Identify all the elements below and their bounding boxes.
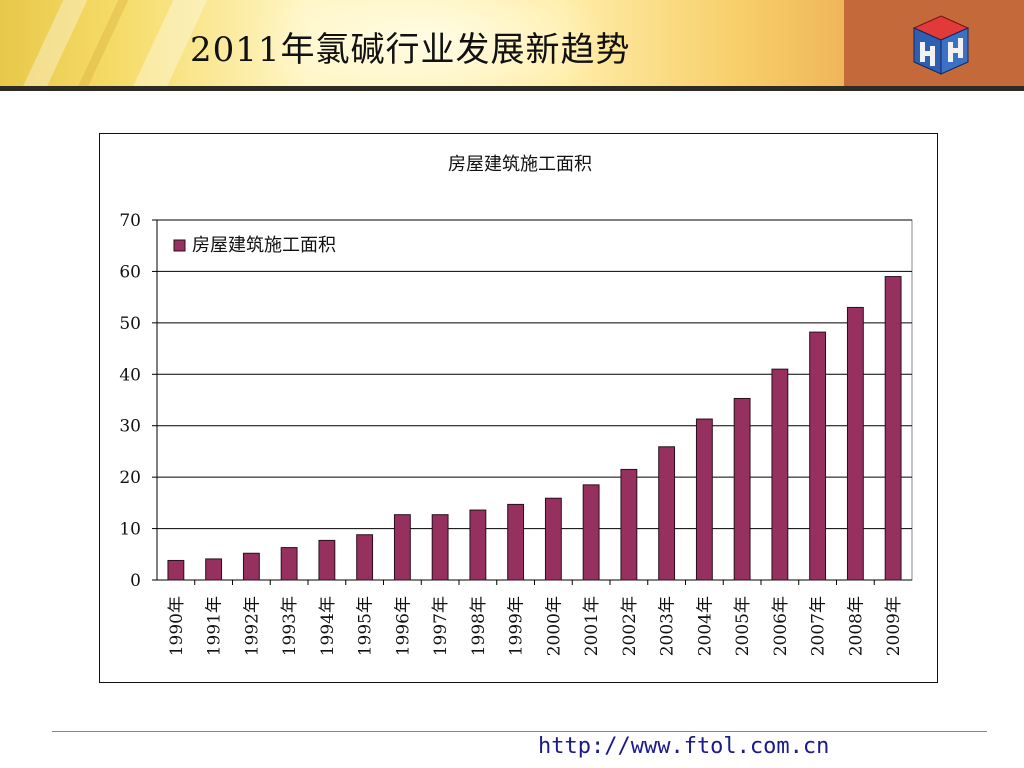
bar xyxy=(658,446,676,581)
x-tick-label: 1997年 xyxy=(431,596,451,656)
bar xyxy=(809,331,827,581)
bar xyxy=(318,539,336,581)
x-tick-label: 1996年 xyxy=(393,596,413,656)
header-divider xyxy=(0,86,1024,91)
bar xyxy=(884,276,902,581)
x-tick-label: 1999年 xyxy=(507,596,527,656)
header-glow xyxy=(250,0,610,90)
x-tick-label: 1991年 xyxy=(205,596,225,656)
y-tick-label: 0 xyxy=(130,571,141,591)
x-tick-label: 2007年 xyxy=(809,596,829,656)
bar xyxy=(771,368,789,581)
bar xyxy=(242,552,260,581)
bar xyxy=(733,397,751,581)
legend-swatch xyxy=(173,239,186,252)
y-tick-label: 20 xyxy=(119,468,141,488)
bar xyxy=(582,484,600,581)
chart-legend: 房屋建筑施工面积 xyxy=(173,235,336,256)
x-tick-label: 1992年 xyxy=(242,596,262,656)
x-tick-label: 1994年 xyxy=(318,596,338,656)
y-tick-label: 10 xyxy=(119,520,141,540)
y-tick-label: 70 xyxy=(119,211,141,231)
x-tick-label: 1998年 xyxy=(469,596,489,656)
bar xyxy=(280,547,298,581)
x-tick-label: 2002年 xyxy=(620,596,640,656)
chart-container: 房屋建筑施工面积 0 10 20 30 40 50 60 70 1990年 1991年 1992年… xyxy=(99,133,938,683)
bar xyxy=(846,306,864,581)
x-tick-label: 2008年 xyxy=(846,596,866,656)
bar xyxy=(620,468,638,581)
x-tick-label: 2000年 xyxy=(544,596,564,656)
slide-title: 2011年氯碱行业发展新趋势 xyxy=(190,30,631,70)
header-decoration xyxy=(12,0,92,90)
bar xyxy=(205,558,223,581)
x-tick-label: 2005年 xyxy=(733,596,753,656)
y-tick-label: 30 xyxy=(119,417,141,437)
x-tick-label: 1993年 xyxy=(280,596,300,656)
legend-label: 房屋建筑施工面积 xyxy=(192,235,336,256)
bar xyxy=(393,514,411,581)
bar xyxy=(167,559,185,581)
plot-area xyxy=(156,219,913,581)
x-tick-label: 2009年 xyxy=(884,596,904,656)
footer-divider xyxy=(52,731,987,732)
bar xyxy=(469,509,487,581)
bar-chart: 房屋建筑施工面积 0 10 20 30 40 50 60 70 1990年 1991年 1992年… xyxy=(119,154,913,656)
x-tick-label: 2003年 xyxy=(658,596,678,656)
hh-cube-logo-icon xyxy=(912,15,970,75)
x-tick-label: 1990年 xyxy=(167,596,187,656)
x-tick-label: 1995年 xyxy=(356,596,376,656)
chart-title: 房屋建筑施工面积 xyxy=(448,154,592,175)
bar xyxy=(356,534,374,581)
footer-url-link[interactable]: http://www.ftol.com.cn xyxy=(538,734,830,759)
y-tick-label: 50 xyxy=(119,314,141,334)
x-tick-label: 2006年 xyxy=(771,596,791,656)
bar xyxy=(544,497,562,581)
bar xyxy=(507,503,525,581)
x-tick-label: 2004年 xyxy=(695,596,715,656)
y-tick-label: 60 xyxy=(119,262,141,282)
x-tick-label: 2001年 xyxy=(582,596,602,656)
bar xyxy=(431,514,449,581)
y-tick-label: 40 xyxy=(119,365,141,385)
bar xyxy=(695,418,713,581)
